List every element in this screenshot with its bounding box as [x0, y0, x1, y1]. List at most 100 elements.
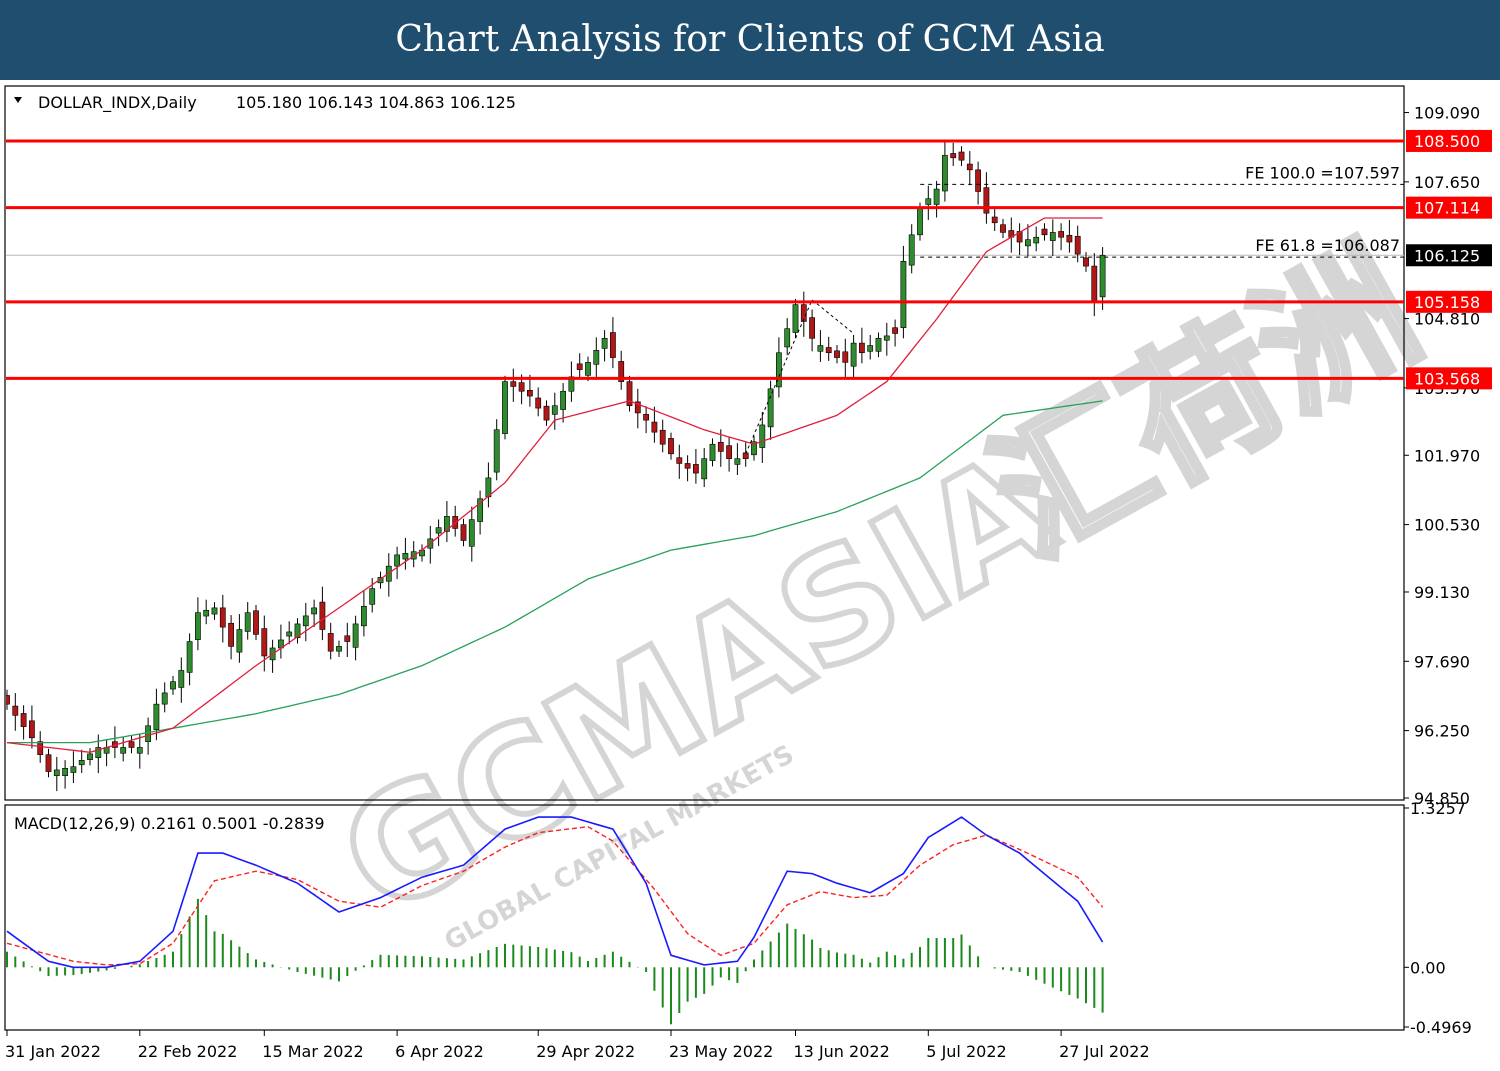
candle [6, 689, 10, 710]
fib-extension-label: FE 61.8 =106.087 [1255, 236, 1400, 255]
candle [684, 455, 691, 482]
y-tick-label: 104.810 [1414, 310, 1480, 329]
candle [468, 506, 475, 562]
candle [319, 586, 326, 641]
candle [352, 615, 359, 661]
candle [502, 375, 508, 440]
candle [1049, 219, 1056, 256]
candle [28, 705, 35, 749]
candle [87, 748, 93, 766]
candle [477, 490, 483, 535]
level-price-label: 103.568 [1414, 369, 1480, 388]
candle [717, 429, 724, 467]
macd-y-tick-label: 1.3257 [1410, 799, 1466, 818]
candle [12, 693, 19, 731]
sma-slow-line [7, 400, 1103, 744]
candle [327, 622, 334, 660]
candle [195, 597, 201, 651]
candle [593, 337, 600, 380]
candle [975, 161, 981, 205]
candle [966, 151, 973, 186]
level-price-badge [1406, 367, 1492, 390]
candle [983, 172, 990, 224]
x-tick-label: 31 Jan 2022 [5, 1042, 101, 1061]
candle [817, 330, 824, 362]
y-tick-label: 99.130 [1414, 583, 1470, 602]
candle [958, 146, 965, 166]
candle [908, 224, 915, 274]
x-tick-label: 13 Jun 2022 [794, 1042, 890, 1061]
level-price-label: 105.158 [1414, 293, 1480, 312]
macd-label: MACD(12,26,9) 0.2161 0.5001 -0.2839 [14, 814, 325, 833]
macd-y-tick-label: -0.4969 [1410, 1018, 1472, 1037]
candle [925, 185, 932, 220]
candle [668, 432, 674, 460]
y-tick-label: 97.690 [1414, 652, 1470, 671]
candle [244, 602, 251, 640]
candle [120, 736, 127, 762]
candle [692, 449, 699, 484]
ohlc-readout: 105.180 106.143 104.863 106.125 [236, 93, 516, 112]
y-tick-label: 94.850 [1414, 789, 1470, 808]
candle [186, 633, 193, 686]
candle [1008, 217, 1015, 253]
candle [825, 336, 832, 361]
candle [867, 334, 874, 360]
candle [53, 756, 60, 792]
candle [526, 374, 533, 407]
last-price-badge [1406, 244, 1492, 267]
candle [1016, 223, 1023, 256]
candle [1000, 218, 1006, 239]
candle [311, 599, 317, 627]
candle [45, 748, 52, 778]
candle [742, 442, 749, 467]
candle [933, 180, 940, 218]
x-tick-label: 29 Apr 2022 [536, 1042, 635, 1061]
candle [219, 594, 226, 643]
candle [850, 334, 857, 380]
candle [493, 419, 500, 481]
candle [211, 602, 218, 620]
level-price-label: 108.500 [1414, 132, 1480, 151]
candle [875, 332, 882, 358]
candle [834, 345, 840, 364]
candle [858, 327, 865, 364]
macd-line [6, 816, 1104, 969]
level-price-badge [1406, 290, 1492, 313]
y-tick-label: 100.530 [1414, 516, 1480, 535]
y-tick-label: 109.090 [1414, 104, 1480, 123]
candle [1025, 224, 1031, 257]
candle [900, 245, 907, 339]
candle [203, 599, 210, 625]
candle [136, 734, 143, 769]
watermark-chinese: 汇荷洲 [966, 218, 1444, 588]
candle [601, 330, 608, 362]
candle [277, 624, 284, 659]
x-tick-label: 5 Jul 2022 [926, 1042, 1006, 1061]
candle [178, 657, 185, 703]
candle [751, 436, 757, 461]
header-banner [0, 0, 1500, 80]
x-tick-label: 15 Mar 2022 [262, 1042, 363, 1061]
candle [286, 621, 293, 645]
symbol-dropdown-icon[interactable] [14, 97, 22, 103]
level-price-label: 107.114 [1414, 199, 1480, 218]
y-tick-label: 107.650 [1414, 173, 1480, 192]
candle [941, 139, 948, 202]
candle [643, 406, 649, 434]
last-price-label: 106.125 [1414, 246, 1480, 265]
candle [792, 298, 799, 339]
candle [734, 443, 741, 476]
y-tick-label: 96.250 [1414, 722, 1470, 741]
candle [568, 361, 575, 402]
candle [485, 462, 492, 508]
candle [784, 318, 791, 356]
candle [775, 337, 782, 398]
candle [560, 383, 566, 423]
candle [842, 338, 849, 378]
candle [634, 388, 641, 429]
candle [294, 618, 301, 644]
watermark-brand: GCMASIA [314, 420, 1079, 950]
candle [1033, 226, 1040, 252]
